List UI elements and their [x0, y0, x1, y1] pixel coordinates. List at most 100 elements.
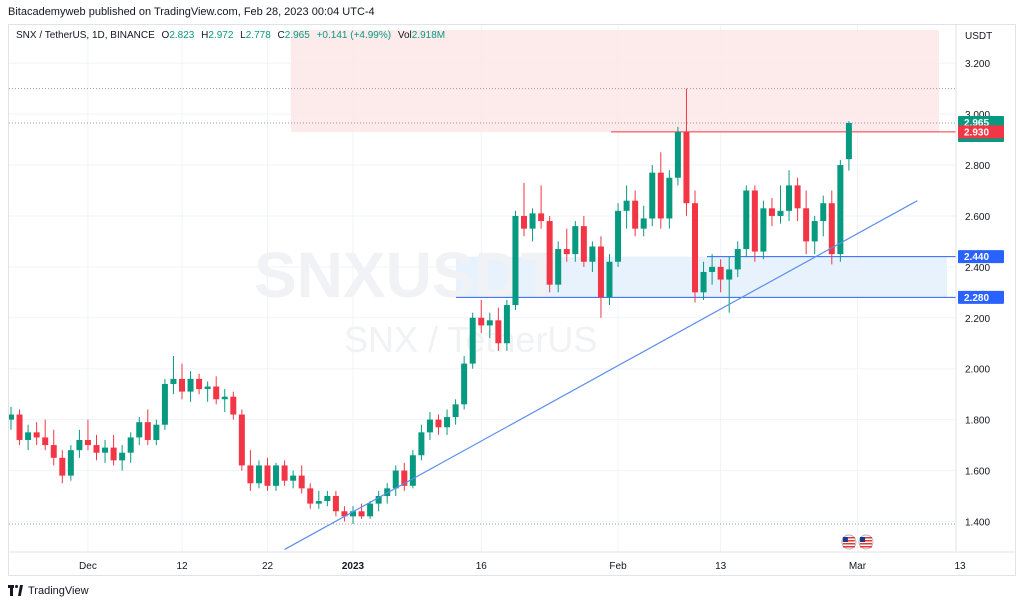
candle-body — [597, 246, 604, 298]
symbol-legend: SNX / TetherUS, 1D, BINANCE O2.823 H2.97… — [16, 30, 445, 41]
price-label-text: 2.930 — [964, 127, 989, 138]
legend-close-label: C — [277, 30, 285, 41]
candle-body — [495, 320, 502, 344]
candle-body — [9, 414, 14, 420]
candle-body — [529, 213, 536, 229]
candle-body — [615, 210, 622, 262]
candle-body — [546, 221, 553, 285]
candle-body — [153, 424, 160, 440]
candle-body — [110, 447, 117, 461]
candle-body — [25, 432, 32, 440]
candle-body — [521, 215, 527, 229]
legend-close: 2.965 — [284, 30, 310, 41]
candle-body — [358, 511, 365, 517]
candle-body — [820, 203, 827, 222]
candle-body — [444, 417, 451, 428]
candle-body — [392, 470, 399, 489]
y-tick-label: 3.000 — [965, 110, 990, 121]
candle-body — [76, 439, 83, 451]
candle-body — [290, 475, 297, 481]
candle-body — [281, 465, 288, 481]
candle-body — [461, 363, 468, 405]
candle-body — [786, 185, 793, 211]
candle-body — [734, 249, 741, 270]
us-event-flag-icon[interactable] — [841, 534, 857, 550]
candle-body — [649, 172, 656, 219]
candle-body — [580, 226, 587, 262]
candle-body — [204, 386, 211, 390]
candle-body — [350, 511, 356, 517]
candle-body — [811, 221, 818, 242]
candle-body — [503, 305, 510, 344]
candle-body — [221, 396, 228, 400]
candle-body — [435, 419, 442, 428]
candle-body — [136, 422, 143, 438]
watermark-ticker: SNXUSDT — [254, 239, 560, 311]
us-event-flag-icon[interactable] — [858, 534, 874, 550]
axis-currency: USDT — [965, 31, 992, 42]
candle-body — [674, 131, 681, 178]
candle-body — [837, 165, 844, 255]
candle-body — [332, 495, 339, 512]
legend-high: 2.972 — [208, 30, 234, 41]
candle-body — [119, 452, 126, 461]
x-tick-label: 22 — [262, 561, 274, 572]
publisher-line: Bitacademyweb published on TradingView.c… — [8, 6, 375, 18]
x-tick-label: Dec — [79, 561, 97, 572]
x-tick-label: Feb — [609, 561, 627, 572]
candle-body — [59, 457, 66, 476]
candle-body — [768, 208, 775, 216]
candle-body — [255, 465, 262, 484]
price-label-2.440 — [958, 250, 1004, 264]
candle-body — [247, 465, 254, 484]
x-tick-label: 16 — [476, 561, 488, 572]
candle-body — [50, 445, 57, 458]
candle-body — [341, 511, 348, 517]
legend-symbol[interactable]: SNX / TetherUS, 1D, BINANCE — [16, 30, 155, 41]
candle-body — [213, 386, 220, 400]
candle-body — [555, 249, 562, 285]
footer-brand-text: TradingView — [28, 585, 89, 597]
legend-low: 2.778 — [245, 30, 271, 41]
candle-body — [692, 203, 698, 293]
candle-body — [42, 437, 49, 446]
candle-body — [512, 215, 519, 306]
candle-body — [794, 185, 801, 209]
candle-body — [666, 177, 673, 219]
candle-body — [845, 123, 852, 160]
tradingview-logo-icon — [8, 585, 24, 597]
candle-body — [777, 210, 784, 216]
candle-body — [170, 378, 177, 384]
footer-brand[interactable]: TradingView — [8, 585, 89, 597]
candle-body — [538, 213, 545, 222]
candle-body — [238, 414, 245, 466]
candle-body — [563, 249, 570, 255]
candle-body — [230, 396, 237, 415]
candle-body — [606, 261, 613, 298]
x-tick-label: 13 — [715, 561, 727, 572]
chart-pane[interactable]: SNXUSDT SNX / TetherUS USDT 1.400 1.600 1.800… — [8, 24, 1016, 576]
candle-body — [161, 383, 168, 425]
x-tick-label: 13 — [954, 561, 966, 572]
candle-body — [426, 419, 433, 433]
legend-change: +0.141 (+4.99%) — [316, 30, 392, 41]
price-label-text: 2.965 — [964, 118, 989, 129]
candle-body — [315, 501, 322, 504]
x-tick-label: 2023 — [342, 561, 365, 572]
candle-body — [324, 495, 331, 502]
candle-body — [298, 475, 305, 489]
candle-body — [375, 495, 382, 504]
legend-low-label: L — [240, 30, 246, 41]
candle-body — [726, 269, 733, 280]
legend-volume: 2.918M — [411, 30, 446, 41]
x-tick-label: 12 — [176, 561, 188, 572]
y-tick-label: 1.800 — [965, 416, 990, 427]
candle-body — [640, 218, 647, 229]
candle-body — [452, 404, 459, 418]
legend-open: 2.823 — [169, 30, 195, 41]
candle-body — [803, 208, 810, 242]
y-tick-label: 2.400 — [965, 263, 990, 274]
candle-body — [84, 439, 91, 446]
candle-body — [418, 432, 425, 456]
